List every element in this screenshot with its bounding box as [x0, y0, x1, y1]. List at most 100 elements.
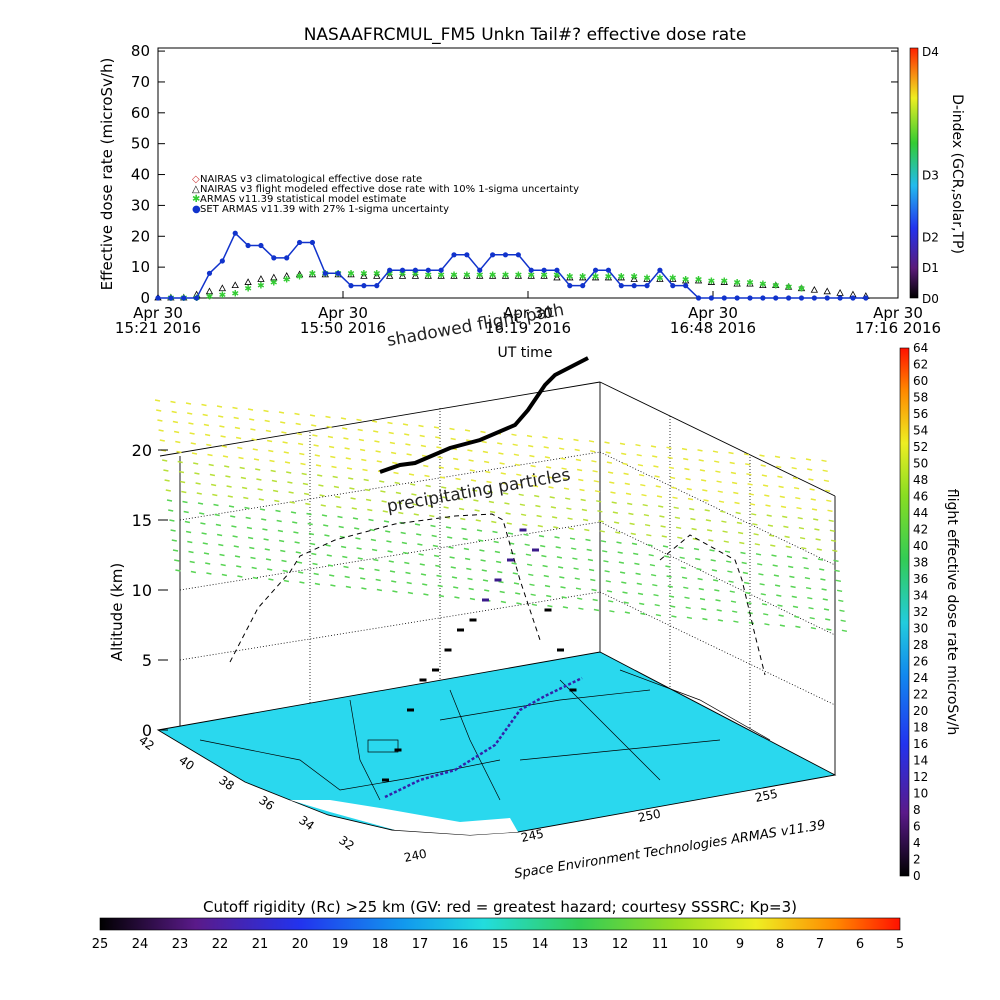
particle-dash — [668, 595, 675, 598]
particle-dash — [681, 576, 688, 580]
particle-dash — [466, 567, 472, 571]
rigidity-tick-label: 19 — [332, 937, 349, 952]
particle-dash — [742, 571, 749, 575]
particle-dash — [280, 421, 286, 424]
data-point: ✱ — [476, 271, 484, 281]
data-point — [695, 295, 702, 301]
particle-dash — [712, 579, 719, 582]
particle-dash — [398, 511, 404, 515]
particle-dash — [360, 577, 366, 580]
particle-dash — [453, 586, 459, 589]
particle-dash — [283, 451, 289, 454]
particle-dash — [529, 454, 535, 458]
data-point — [490, 252, 496, 258]
particle-dash — [585, 538, 591, 542]
particle-dash — [687, 497, 694, 501]
particle-dash — [404, 561, 410, 565]
particle-field — [154, 399, 848, 633]
particle-dash — [528, 444, 534, 448]
particle-dash — [581, 508, 588, 512]
particle-dash — [828, 519, 834, 523]
data-point: ✱ — [566, 272, 574, 282]
particle-dash — [579, 488, 585, 492]
particle-dash — [437, 456, 443, 459]
data-point — [591, 273, 600, 281]
particle-dash — [567, 517, 573, 520]
particle-dash — [348, 477, 354, 480]
particle-dash — [644, 523, 651, 527]
particle-dash — [392, 461, 398, 465]
particle-dash — [290, 511, 297, 514]
x-tick-label: 16:19 2016 — [485, 319, 571, 337]
particle-dash — [187, 412, 193, 415]
particle-dash — [764, 494, 770, 497]
particle-dash — [435, 564, 441, 568]
particle-dash — [693, 547, 700, 551]
particle-dash — [365, 498, 372, 502]
particle-dash — [376, 588, 383, 592]
dose-tick-label: 50 — [913, 457, 928, 471]
particle-dash — [221, 573, 228, 577]
particle-dash — [546, 594, 552, 598]
particle-dash — [768, 534, 775, 537]
data-point — [618, 283, 624, 289]
particle-dash — [309, 542, 316, 546]
particle-dash — [328, 445, 335, 449]
particle-dash — [728, 451, 734, 455]
particle-dash — [482, 450, 489, 454]
particle-dash — [429, 514, 435, 518]
particle-dash — [259, 508, 266, 511]
data-point: ✱ — [270, 279, 278, 289]
rigidity-tick-label: 11 — [652, 937, 669, 952]
dose-tick-label: 46 — [913, 490, 928, 504]
particle-dash — [515, 592, 521, 595]
particle-dash — [760, 464, 766, 467]
particle-dash — [345, 457, 351, 460]
particle-dash — [789, 575, 795, 579]
annotation-precipitating-particles: precipitating particles — [385, 465, 572, 517]
particle-dash — [485, 470, 491, 474]
data-point — [206, 270, 213, 276]
particle-dash — [660, 525, 666, 528]
particle-dash — [608, 600, 614, 603]
track-point — [469, 618, 477, 622]
particle-dash — [698, 459, 704, 462]
particle-dash — [474, 509, 480, 512]
particle-dash — [431, 534, 437, 538]
particle-dash — [168, 509, 174, 512]
particle-dash — [535, 504, 541, 508]
data-point — [567, 283, 573, 289]
particle-dash — [666, 446, 672, 450]
particle-dash — [199, 512, 205, 515]
particle-dash — [158, 429, 164, 432]
particle-dash — [156, 409, 162, 412]
track-point — [444, 648, 452, 652]
particle-dash — [249, 418, 255, 421]
particle-dash — [778, 614, 784, 617]
dose-tick-label: 48 — [913, 473, 928, 487]
particle-dash — [743, 581, 750, 585]
particle-dash — [728, 580, 734, 583]
particle-dash — [821, 459, 827, 463]
particle-dash — [759, 454, 765, 457]
particle-dash — [798, 526, 805, 530]
data-point — [502, 252, 509, 258]
particle-dash — [624, 482, 630, 486]
particle-dash — [381, 500, 387, 503]
data-point — [656, 275, 664, 282]
data-point — [218, 284, 227, 292]
data-point — [720, 278, 728, 285]
particle-dash — [511, 433, 517, 437]
particle-dash — [324, 534, 330, 537]
particle-dash — [610, 491, 616, 494]
data-point — [657, 267, 663, 273]
particle-dash — [245, 516, 251, 520]
particle-dash — [841, 629, 848, 633]
particle-dash — [503, 492, 509, 495]
particle-dash — [733, 620, 739, 623]
particle-dash — [671, 486, 677, 490]
legend-label: NAIRAS v3 climatological effective dose … — [200, 174, 422, 185]
particle-dash — [627, 502, 633, 506]
dose-tick-label: 30 — [913, 622, 928, 636]
particle-dash — [413, 513, 419, 516]
